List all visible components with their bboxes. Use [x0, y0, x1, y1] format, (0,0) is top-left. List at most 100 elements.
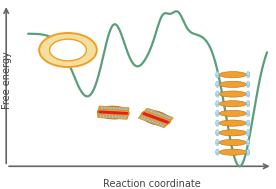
Ellipse shape — [232, 102, 234, 105]
Ellipse shape — [246, 139, 250, 144]
Ellipse shape — [219, 120, 246, 126]
Ellipse shape — [161, 114, 163, 116]
Ellipse shape — [216, 139, 219, 144]
Ellipse shape — [232, 92, 234, 96]
Ellipse shape — [246, 132, 250, 136]
Ellipse shape — [166, 116, 168, 118]
Ellipse shape — [219, 72, 246, 78]
Ellipse shape — [216, 91, 219, 95]
FancyBboxPatch shape — [98, 108, 129, 113]
Ellipse shape — [246, 120, 250, 124]
Ellipse shape — [219, 110, 246, 116]
Ellipse shape — [216, 83, 219, 88]
Ellipse shape — [163, 115, 166, 117]
Ellipse shape — [216, 149, 219, 153]
Ellipse shape — [232, 73, 234, 76]
Ellipse shape — [154, 121, 156, 123]
Ellipse shape — [246, 110, 250, 115]
Ellipse shape — [232, 112, 234, 115]
Ellipse shape — [219, 149, 246, 155]
Ellipse shape — [216, 110, 219, 115]
Ellipse shape — [152, 120, 154, 122]
Ellipse shape — [150, 110, 152, 112]
Ellipse shape — [246, 74, 250, 78]
Ellipse shape — [216, 141, 219, 146]
Ellipse shape — [216, 151, 219, 155]
Ellipse shape — [232, 121, 234, 125]
Ellipse shape — [124, 116, 126, 119]
Ellipse shape — [246, 81, 250, 86]
Ellipse shape — [219, 139, 246, 146]
Ellipse shape — [246, 141, 250, 146]
Ellipse shape — [216, 132, 219, 136]
FancyBboxPatch shape — [97, 115, 128, 119]
Ellipse shape — [156, 122, 159, 124]
Ellipse shape — [100, 115, 102, 117]
FancyBboxPatch shape — [144, 110, 171, 122]
Ellipse shape — [107, 107, 109, 109]
Ellipse shape — [246, 72, 250, 76]
Text: Reaction coordinate: Reaction coordinate — [103, 179, 201, 189]
FancyBboxPatch shape — [145, 108, 173, 120]
Ellipse shape — [141, 117, 143, 119]
Ellipse shape — [246, 151, 250, 155]
FancyBboxPatch shape — [142, 112, 169, 124]
Ellipse shape — [110, 107, 112, 109]
Ellipse shape — [144, 118, 146, 120]
Ellipse shape — [232, 83, 234, 86]
FancyBboxPatch shape — [140, 114, 168, 126]
FancyBboxPatch shape — [98, 112, 128, 117]
Ellipse shape — [219, 81, 246, 88]
Ellipse shape — [115, 116, 116, 118]
Ellipse shape — [101, 107, 103, 109]
Ellipse shape — [232, 150, 234, 154]
Ellipse shape — [97, 106, 129, 119]
Ellipse shape — [103, 115, 105, 117]
Ellipse shape — [246, 149, 250, 153]
Ellipse shape — [162, 124, 164, 126]
FancyBboxPatch shape — [138, 116, 166, 128]
FancyBboxPatch shape — [99, 110, 128, 115]
Ellipse shape — [232, 141, 234, 144]
Ellipse shape — [219, 101, 246, 107]
Ellipse shape — [216, 112, 219, 116]
Ellipse shape — [50, 39, 86, 61]
Ellipse shape — [216, 93, 219, 97]
Ellipse shape — [232, 131, 234, 135]
Ellipse shape — [246, 93, 250, 97]
Ellipse shape — [106, 115, 108, 118]
Ellipse shape — [121, 116, 123, 118]
Ellipse shape — [141, 110, 170, 125]
Ellipse shape — [216, 120, 219, 124]
Ellipse shape — [216, 101, 219, 105]
Ellipse shape — [109, 115, 111, 118]
Ellipse shape — [216, 130, 219, 134]
Ellipse shape — [159, 123, 161, 125]
Ellipse shape — [116, 107, 118, 110]
Ellipse shape — [246, 130, 250, 134]
Ellipse shape — [168, 117, 171, 119]
Ellipse shape — [219, 91, 246, 97]
Ellipse shape — [122, 108, 124, 110]
Ellipse shape — [113, 107, 115, 109]
Ellipse shape — [216, 74, 219, 78]
Ellipse shape — [125, 108, 127, 110]
Ellipse shape — [216, 81, 219, 86]
Ellipse shape — [246, 122, 250, 126]
Ellipse shape — [246, 102, 250, 107]
Ellipse shape — [216, 102, 219, 107]
Ellipse shape — [104, 107, 106, 109]
Ellipse shape — [246, 101, 250, 105]
Ellipse shape — [148, 109, 150, 111]
Ellipse shape — [246, 91, 250, 95]
FancyBboxPatch shape — [98, 110, 129, 115]
Ellipse shape — [112, 116, 114, 118]
FancyBboxPatch shape — [142, 112, 170, 124]
Ellipse shape — [146, 119, 148, 121]
Text: Free energy: Free energy — [2, 51, 12, 109]
Ellipse shape — [216, 72, 219, 76]
Ellipse shape — [155, 112, 158, 114]
Ellipse shape — [219, 130, 246, 136]
Ellipse shape — [216, 122, 219, 126]
Ellipse shape — [118, 116, 120, 118]
